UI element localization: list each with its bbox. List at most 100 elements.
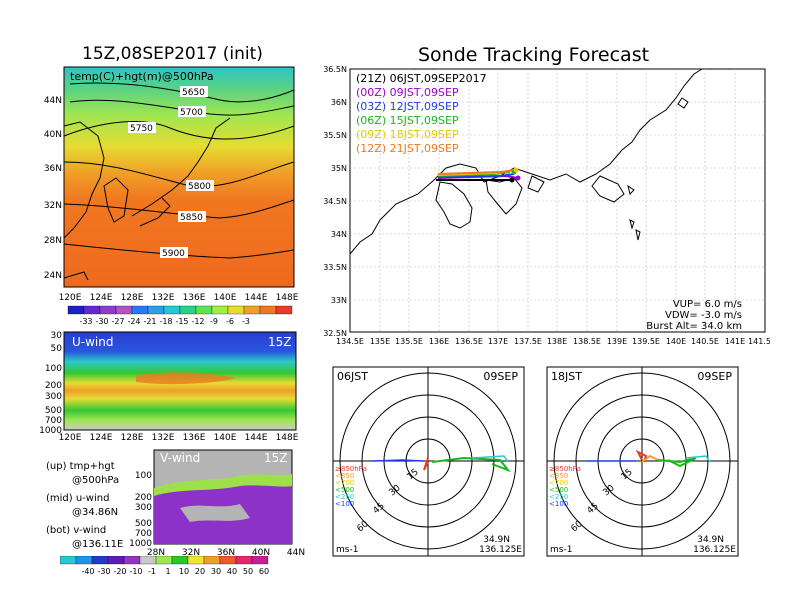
svg-text:200: 200 [135,493,152,503]
svg-text:VUP= 6.0 m/s: VUP= 6.0 m/s [673,299,742,310]
wind-colorbar-labels: -40 -30 -20 -10 -1 1 10 20 30 40 50 60 [81,567,269,576]
svg-text:1: 1 [165,567,170,576]
svg-text:34.5N: 34.5N [323,197,347,206]
lon-tick: 120E [59,293,82,303]
track-legend-item: (09Z) 18JST,09SEP [356,128,459,141]
hodograph-lat: 34.9N [697,535,724,545]
panel-legend: (up) tmp+hgt @500hPa (mid) u-wind @34.86… [46,461,124,550]
v-wind-label: V-wind [160,451,200,465]
svg-text:144E: 144E [245,433,268,442]
svg-text:100: 100 [45,364,62,374]
svg-text:35.5N: 35.5N [323,131,347,140]
svg-text:-24: -24 [127,317,140,326]
svg-text:10: 10 [179,567,189,576]
pressure-ticks: 30 50 100 200 300 500 700 1000 [39,331,62,436]
svg-text:100: 100 [135,471,152,481]
svg-text:-15: -15 [175,317,188,326]
hodograph-units: ms-1 [336,545,358,555]
colorbar-swatch [91,556,109,565]
svg-text:36N: 36N [217,548,235,558]
colorbar-swatch [235,556,253,565]
v-wind-time: 15Z [264,451,288,465]
svg-text:<700: <700 [549,479,568,487]
track-legend-item: (06Z) 15JST,09SEP [356,114,459,127]
svg-text:36N: 36N [331,98,347,107]
lon-tick: 128E [121,293,144,303]
svg-text:<100: <100 [549,500,568,508]
u-wind-time: 15Z [268,335,292,349]
svg-text:44N: 44N [287,548,305,558]
svg-text:-18: -18 [159,317,172,326]
lat-tick: 36N [44,164,62,174]
svg-text:140E: 140E [666,337,686,346]
svg-text:-30: -30 [97,567,110,576]
svg-text:138E: 138E [547,337,567,346]
contour-label: 5800 [188,182,211,192]
contour-label: 5650 [182,88,205,98]
lat-tick: 28N [44,236,62,246]
svg-text:132E: 132E [152,433,175,442]
svg-text:<250: <250 [335,493,354,501]
svg-text:148E: 148E [276,433,299,442]
tracking-map: (21Z) 06JST,09SEP2017 (00Z) 09JST,09SEP … [323,65,770,346]
lon-tick: 124E [90,293,113,303]
svg-text:300: 300 [45,392,62,402]
svg-text:36.5N: 36.5N [323,65,347,74]
u-wind-lon-ticks: 120E 124E 128E 132E 136E 140E 144E 148E [59,433,299,442]
v-wind-cross-section: V-wind 15Z 100 200 300 500 700 1000 [129,449,293,548]
colorbar-swatch [251,556,269,565]
lat-tick: 40N [44,130,62,140]
svg-text:700: 700 [45,416,62,426]
v-pressure-ticks: 100 200 300 500 700 1000 [129,471,152,548]
svg-text:128E: 128E [121,433,144,442]
svg-text:-3: -3 [242,317,250,326]
svg-text:<100: <100 [335,500,354,508]
colorbar-swatch [99,305,117,315]
svg-text:300: 300 [135,503,152,513]
hodograph-units: ms-1 [550,545,572,555]
svg-text:-10: -10 [129,567,142,576]
hodograph-18jst: 15 30 45 60 18JST 09SEP 34.9N 136.125E m… [546,366,739,557]
colorbar-swatch [107,556,125,565]
lon-tick: 136E [183,293,206,303]
svg-text:136E: 136E [183,433,206,442]
map-label: temp(C)+hgt(m)@500hPa [70,70,214,83]
lon-tick: 140E [214,293,237,303]
svg-text:-20: -20 [113,567,126,576]
svg-text:500: 500 [45,406,62,416]
svg-text:VDW= -3.0 m/s: VDW= -3.0 m/s [665,310,742,321]
svg-text:120E: 120E [59,433,82,442]
colorbar-swatch [187,556,205,565]
track-legend-item: (03Z) 12JST,09SEP [356,100,459,113]
colorbar-swatch [211,305,229,315]
svg-text:135.5E: 135.5E [395,337,423,346]
svg-text:140E: 140E [214,433,237,442]
svg-text:700: 700 [135,529,152,539]
svg-text:141E: 141E [725,337,745,346]
svg-text:138.5E: 138.5E [573,337,601,346]
hodograph-level-legend: ≥850hPa <850 <700 <500 <250 <100 [335,465,367,508]
sonde-tracks [436,167,521,183]
colorbar-swatch [83,305,101,315]
svg-text:-21: -21 [143,317,156,326]
svg-text:-12: -12 [191,317,204,326]
svg-text:-33: -33 [79,317,92,326]
launch-parameters: VUP= 6.0 m/s VDW= -3.0 m/s Burst Alt= 34… [646,299,742,332]
hodograph-time: 06JST [337,370,368,383]
svg-text:136E: 136E [429,337,449,346]
svg-text:35N: 35N [331,164,347,173]
lat-tick: 24N [44,271,62,281]
colorbar-swatch [60,556,77,565]
svg-text:<850: <850 [549,472,568,480]
svg-text:40: 40 [227,567,237,576]
svg-text:-9: -9 [210,317,218,326]
svg-text:200: 200 [45,381,62,391]
svg-text:50: 50 [243,567,253,576]
hodograph-lat: 34.9N [483,535,510,545]
contour-label: 5750 [130,124,153,134]
colorbar-swatch [203,556,221,565]
colorbar-swatch [139,556,157,565]
svg-text:28N: 28N [147,548,165,558]
temperature-height-map: 5650 5700 5750 5800 5850 5900 temp(C)+hg… [44,66,299,326]
colorbar-swatch [275,305,293,315]
